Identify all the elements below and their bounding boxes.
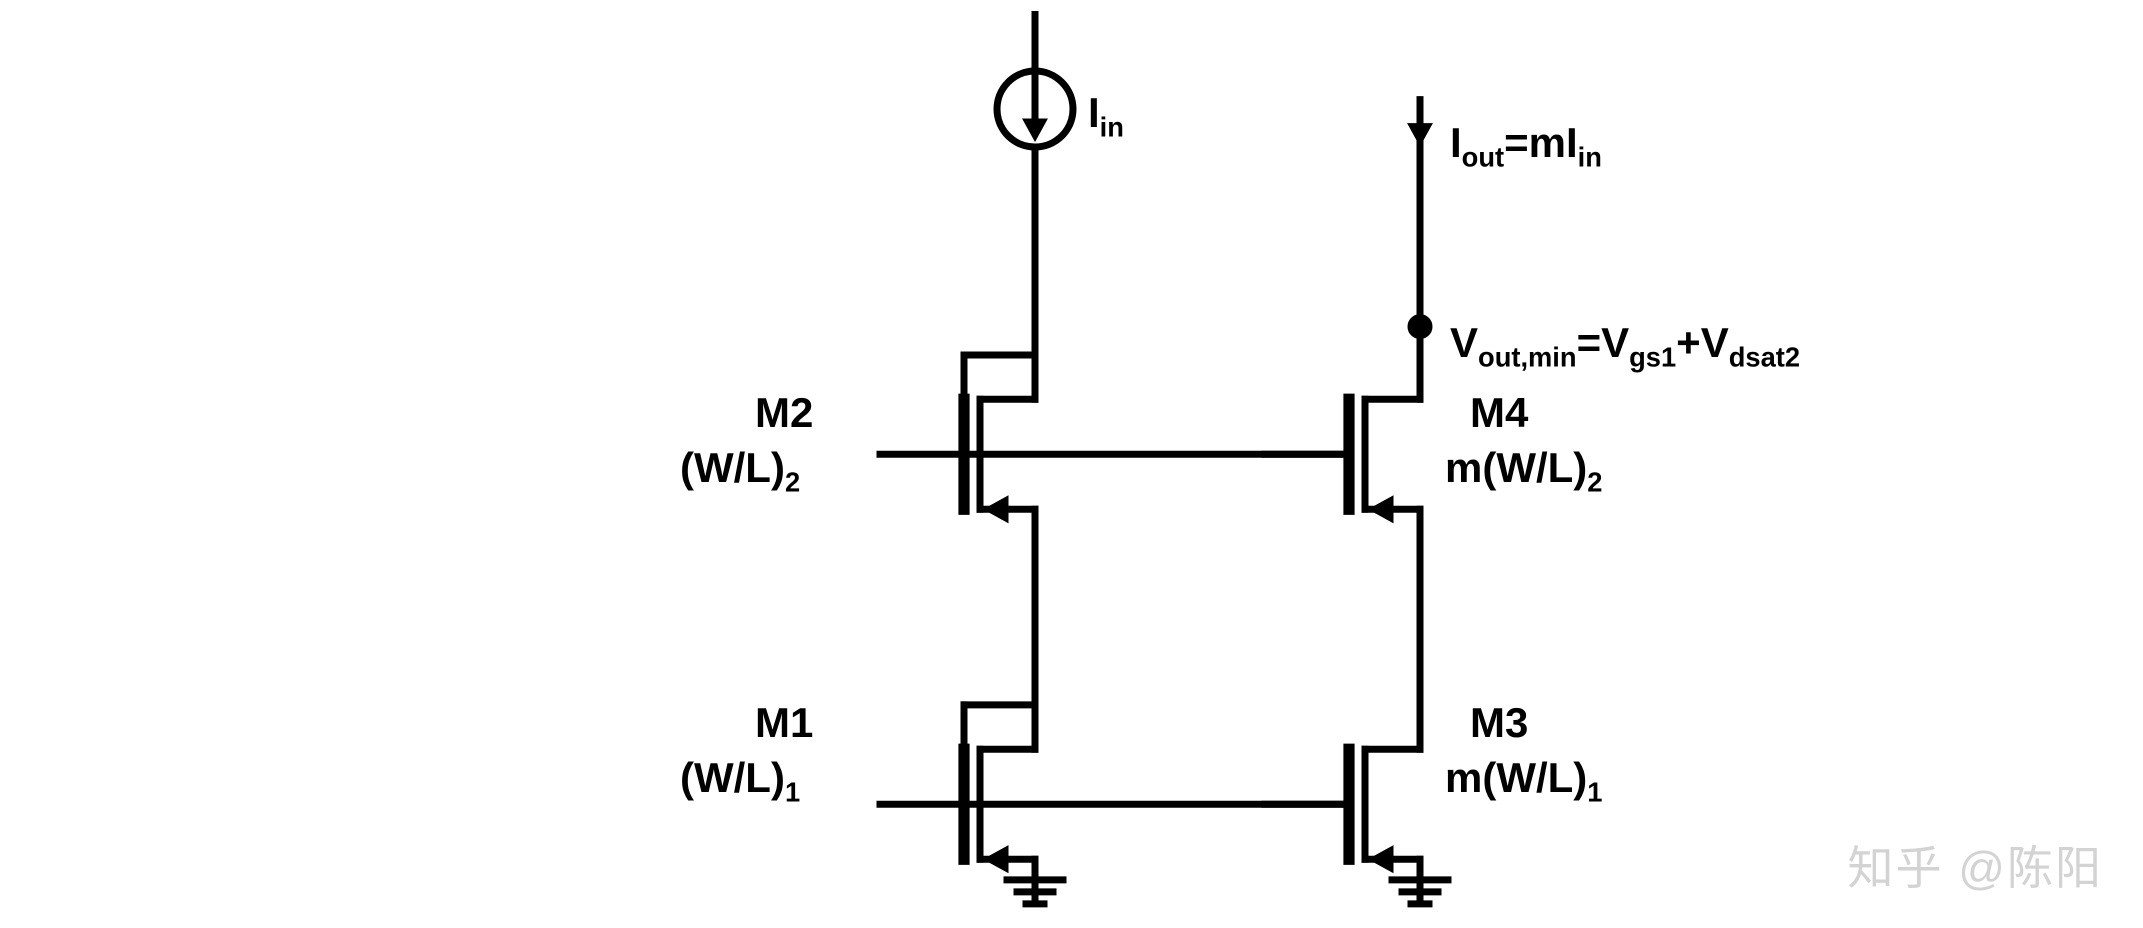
label-M2: M2	[755, 390, 813, 436]
label-M4: M4	[1470, 390, 1528, 436]
label-M1wl: (W/L)1	[680, 755, 800, 807]
watermark: 知乎 @陈阳	[1848, 832, 2103, 898]
label-Iout: Iout=mIin	[1450, 120, 1602, 172]
label-M3: M3	[1470, 700, 1528, 746]
cascode-current-mirror-schematic	[0, 0, 2143, 928]
label-M1: M1	[755, 700, 813, 746]
label-M2wl: (W/L)2	[680, 445, 800, 497]
label-Vout: Vout,min=Vgs1+Vdsat2	[1450, 320, 1800, 372]
label-M4wl: m(W/L)2	[1445, 445, 1602, 497]
label-Iin: Iin	[1088, 90, 1124, 142]
label-M3wl: m(W/L)1	[1445, 755, 1602, 807]
